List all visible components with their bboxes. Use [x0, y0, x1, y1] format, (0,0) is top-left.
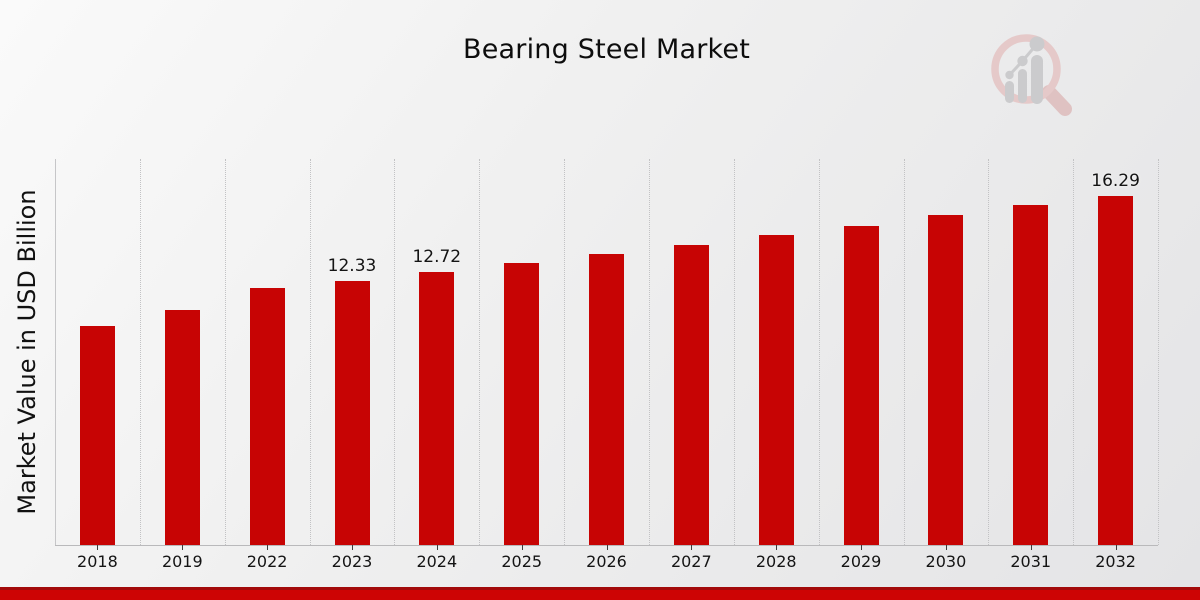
bar-2025 — [504, 263, 540, 545]
gridline — [733, 159, 735, 545]
x-tick-label-2018: 2018 — [77, 552, 118, 571]
x-axis-tick — [521, 545, 523, 550]
footer-band — [0, 587, 1200, 600]
bar-value-label-2023: 12.33 — [327, 255, 377, 276]
x-axis-tick — [776, 545, 778, 550]
x-tick-label-2030: 2030 — [925, 552, 967, 571]
bar-2024 — [419, 272, 455, 545]
chart-title: Bearing Steel Market — [463, 34, 750, 65]
gridline — [564, 159, 566, 545]
x-axis-tick — [861, 545, 862, 550]
x-tick-label-2029: 2029 — [840, 552, 882, 571]
x-tick-label-2027: 2027 — [670, 552, 712, 571]
x-axis-tick — [352, 545, 353, 550]
gridline — [903, 159, 905, 545]
bar-value-label-2024: 12.72 — [412, 247, 462, 268]
gridline — [818, 159, 820, 545]
magnifier-bar-chart-logo-icon — [991, 34, 1072, 116]
bar-2028 — [758, 235, 794, 545]
bar-2026 — [589, 254, 624, 545]
x-axis-tick — [606, 545, 608, 550]
gridline — [309, 159, 311, 545]
gridline — [648, 159, 650, 545]
x-axis-tick — [97, 545, 99, 550]
x-axis-tick — [267, 545, 269, 550]
x-tick-label-2026: 2026 — [586, 552, 627, 571]
x-tick-label-2028: 2028 — [755, 552, 797, 571]
bar-2019 — [164, 310, 200, 545]
y-axis-label: Market Value in USD Billion — [13, 189, 41, 515]
x-tick-label-2031: 2031 — [1010, 552, 1052, 571]
bar-value-label-2032: 16.29 — [1091, 170, 1140, 191]
bar-2022 — [249, 288, 285, 545]
bar-2027 — [673, 244, 709, 545]
bar-2023 — [334, 280, 370, 545]
bar-2032 — [1098, 195, 1134, 545]
bar-2031 — [1013, 205, 1049, 545]
gridline — [394, 159, 396, 545]
gridline — [479, 159, 481, 545]
y-axis-line — [55, 159, 56, 545]
x-axis-tick — [691, 545, 693, 550]
x-tick-label-2024: 2024 — [416, 552, 458, 571]
bar-2030 — [928, 215, 964, 545]
gridline — [1158, 159, 1159, 545]
x-tick-label-2023: 2023 — [331, 552, 373, 571]
x-axis-tick — [945, 545, 947, 550]
x-axis-tick — [182, 545, 184, 550]
bar-2018 — [79, 326, 115, 545]
gridline — [139, 159, 141, 545]
gridline — [1073, 159, 1075, 545]
x-axis-tick — [436, 545, 438, 550]
bar-2029 — [843, 225, 879, 545]
x-tick-label-2019: 2019 — [161, 552, 203, 571]
gridline — [224, 159, 226, 545]
x-tick-label-2025: 2025 — [501, 552, 543, 571]
x-axis-tick — [1030, 545, 1032, 550]
x-axis-tick — [1115, 545, 1117, 550]
x-tick-label-2032: 2032 — [1095, 552, 1136, 571]
gridline — [988, 159, 990, 545]
x-tick-label-2022: 2022 — [246, 552, 288, 571]
